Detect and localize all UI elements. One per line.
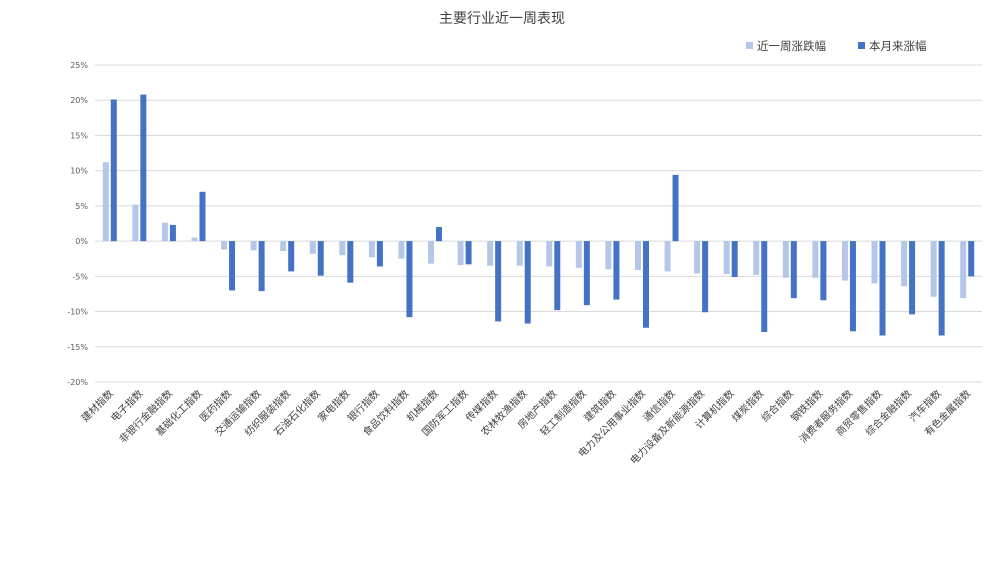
bar-weekly: [102, 162, 109, 242]
bar-monthly: [938, 241, 945, 336]
bar-monthly: [849, 241, 856, 332]
bar-monthly: [761, 241, 768, 332]
y-tick-label: -15%: [67, 343, 88, 352]
bar-weekly: [428, 241, 435, 264]
legend-swatch-monthly: [858, 42, 865, 49]
bar-monthly: [317, 241, 324, 276]
legend-swatch-weekly: [746, 42, 753, 49]
bar-weekly: [221, 241, 228, 250]
bar-weekly: [575, 241, 582, 268]
bar-monthly: [613, 241, 620, 300]
bar-weekly: [664, 241, 671, 272]
bar-weekly: [960, 241, 967, 299]
bar-monthly: [199, 191, 206, 242]
y-axis-ticks: 25% 20% 15% 10% 5% 0% -5% -10% -15% -20%: [67, 61, 88, 387]
legend: 近一周涨跌幅 本月来涨幅: [746, 39, 927, 53]
bar-weekly: [487, 241, 494, 266]
x-axis-ticks: 建材指数电子指数非银行金融指数基础化工指数医药指数交通运输指数纺织服装指数石油石…: [78, 387, 973, 467]
bar-weekly: [871, 241, 878, 284]
bars: [102, 94, 975, 336]
bar-weekly: [782, 241, 789, 278]
bar-weekly: [368, 241, 375, 258]
bar-monthly: [110, 99, 117, 242]
bar-weekly: [723, 241, 730, 275]
bar-weekly: [812, 241, 819, 278]
bar-weekly: [841, 241, 848, 281]
bar-weekly: [930, 241, 937, 297]
bar-weekly: [457, 241, 464, 266]
bar-weekly: [250, 241, 257, 251]
y-tick-label: -5%: [72, 272, 88, 281]
bar-weekly: [546, 241, 553, 267]
bar-weekly: [634, 241, 641, 270]
bar-weekly: [605, 241, 612, 270]
bar-monthly: [495, 241, 502, 322]
y-tick-label: 15%: [70, 131, 88, 140]
y-tick-label: -20%: [67, 378, 88, 387]
bar-monthly: [879, 241, 886, 336]
bar-monthly: [347, 241, 354, 283]
bar-weekly: [161, 222, 168, 242]
bar-monthly: [702, 241, 709, 313]
bar-monthly: [140, 94, 147, 242]
bar-monthly: [169, 224, 176, 242]
bar-weekly: [339, 241, 346, 256]
bar-weekly: [694, 241, 701, 274]
y-tick-label: 0%: [75, 237, 88, 246]
y-tick-label: 25%: [70, 61, 88, 70]
gridlines: [95, 64, 982, 383]
bar-weekly: [191, 237, 198, 242]
y-tick-label: 5%: [75, 202, 88, 211]
bar-monthly: [376, 241, 383, 267]
bar-monthly: [258, 241, 265, 292]
bar-monthly: [909, 241, 916, 315]
bar-monthly: [554, 241, 561, 311]
chart-title: 主要行业近一周表现: [439, 11, 565, 27]
bar-monthly: [968, 241, 975, 277]
bar-monthly: [642, 241, 649, 328]
bar-monthly: [436, 227, 443, 242]
bar-monthly: [288, 241, 295, 272]
bar-monthly: [524, 241, 531, 324]
bar-monthly: [672, 174, 679, 242]
legend-label-weekly: 近一周涨跌幅: [757, 39, 826, 53]
y-tick-label: 20%: [70, 96, 88, 105]
bar-weekly: [309, 241, 316, 254]
bar-weekly: [280, 241, 287, 251]
bar-weekly: [132, 204, 139, 242]
bar-weekly: [901, 241, 908, 287]
bar-monthly: [820, 241, 827, 301]
bar-weekly: [516, 241, 523, 266]
bar-monthly: [583, 241, 590, 306]
bar-weekly: [398, 241, 405, 259]
bar-monthly: [229, 241, 236, 291]
bar-monthly: [406, 241, 413, 318]
y-tick-label: -10%: [67, 308, 88, 317]
bar-monthly: [731, 241, 738, 278]
legend-label-monthly: 本月来涨幅: [869, 39, 927, 53]
bar-monthly: [790, 241, 797, 299]
bar-monthly: [465, 241, 472, 265]
y-tick-label: 10%: [70, 167, 88, 176]
bar-weekly: [753, 241, 760, 275]
